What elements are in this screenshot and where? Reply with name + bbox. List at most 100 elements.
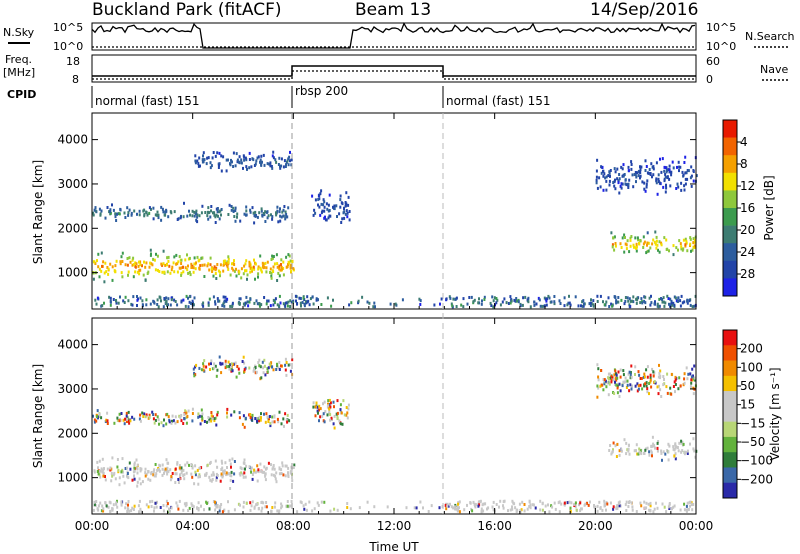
data-cell <box>212 267 215 271</box>
velocity-colorbar-border <box>722 329 738 499</box>
data-cell <box>233 269 236 273</box>
data-cell <box>96 296 99 300</box>
data-cell <box>300 304 302 308</box>
data-cell <box>579 509 582 513</box>
data-cell <box>634 173 637 177</box>
data-cell <box>289 369 292 373</box>
data-cell <box>289 266 292 270</box>
data-cell <box>127 503 129 507</box>
data-cell <box>668 164 671 168</box>
data-cell <box>185 471 188 475</box>
data-cell <box>240 267 243 271</box>
data-cell <box>154 213 157 217</box>
data-cell <box>336 399 339 403</box>
data-cell <box>227 213 230 216</box>
data-cell <box>604 176 607 180</box>
data-cell <box>215 478 218 482</box>
data-cell <box>656 449 659 453</box>
data-cell <box>620 447 623 451</box>
data-cell <box>188 300 191 304</box>
data-cell <box>270 258 273 261</box>
data-cell <box>330 416 333 420</box>
data-cell <box>139 260 142 264</box>
data-cell <box>171 414 174 418</box>
data-cell <box>264 505 267 509</box>
data-cell <box>145 413 148 417</box>
data-cell <box>231 301 234 305</box>
data-cell <box>624 236 626 239</box>
data-cell <box>341 217 344 221</box>
data-cell <box>554 507 557 511</box>
data-cell <box>256 302 259 306</box>
data-cell <box>455 296 458 300</box>
data-cell <box>325 218 328 222</box>
data-cell <box>651 175 653 179</box>
data-cell <box>346 416 349 420</box>
data-cell <box>234 209 237 212</box>
data-cell <box>669 304 672 308</box>
data-cell <box>638 241 640 245</box>
data-cell <box>153 468 156 472</box>
data-cell <box>288 155 291 159</box>
data-cell <box>283 303 286 307</box>
data-cell <box>578 503 580 507</box>
data-cell <box>215 277 218 280</box>
data-cell <box>101 304 104 308</box>
data-cell <box>289 504 292 508</box>
data-cell <box>193 210 196 214</box>
data-cell <box>199 264 202 268</box>
data-cell <box>322 412 325 416</box>
data-cell <box>333 207 336 211</box>
data-cell <box>660 449 663 453</box>
nsearch-label: N.Search <box>745 30 795 43</box>
data-cell <box>220 213 222 217</box>
data-cell <box>218 210 221 214</box>
data-cell <box>240 471 243 475</box>
data-cell <box>194 154 197 158</box>
data-cell <box>245 165 248 169</box>
data-cell <box>568 301 571 305</box>
data-cell <box>258 419 261 423</box>
data-cell <box>323 200 326 204</box>
data-cell <box>209 478 212 482</box>
data-cell <box>507 509 509 513</box>
data-cell <box>450 505 453 509</box>
data-cell <box>236 212 239 216</box>
data-cell <box>610 375 613 378</box>
data-cell <box>267 214 270 218</box>
data-cell <box>639 383 642 387</box>
data-cell <box>177 507 180 511</box>
data-cell <box>645 381 648 385</box>
data-cell <box>285 504 288 508</box>
data-cell <box>222 469 225 473</box>
data-cell <box>287 157 290 161</box>
data-cell <box>111 474 114 478</box>
data-cell <box>214 500 216 504</box>
data-cell <box>238 297 241 301</box>
data-cell <box>202 154 204 158</box>
data-cell <box>156 303 159 306</box>
data-cell <box>637 384 640 388</box>
data-cell <box>221 510 224 514</box>
data-cell <box>152 217 155 221</box>
data-cell <box>166 502 169 506</box>
data-cell <box>595 181 598 185</box>
data-cell <box>118 412 121 416</box>
data-cell <box>221 461 224 465</box>
data-cell <box>347 407 350 411</box>
data-cell <box>623 173 626 176</box>
data-cell <box>673 504 676 508</box>
data-cell <box>626 379 629 383</box>
data-cell <box>333 405 335 409</box>
data-cell <box>606 502 609 506</box>
data-cell <box>633 173 636 176</box>
data-cell <box>366 500 369 504</box>
colorbar-cell <box>723 172 737 191</box>
data-cell <box>282 260 285 264</box>
data-cell <box>548 510 551 514</box>
data-cell <box>492 305 495 309</box>
data-cell <box>126 510 129 513</box>
data-cell <box>646 179 649 183</box>
data-cell <box>240 276 243 280</box>
data-cell <box>269 304 272 308</box>
